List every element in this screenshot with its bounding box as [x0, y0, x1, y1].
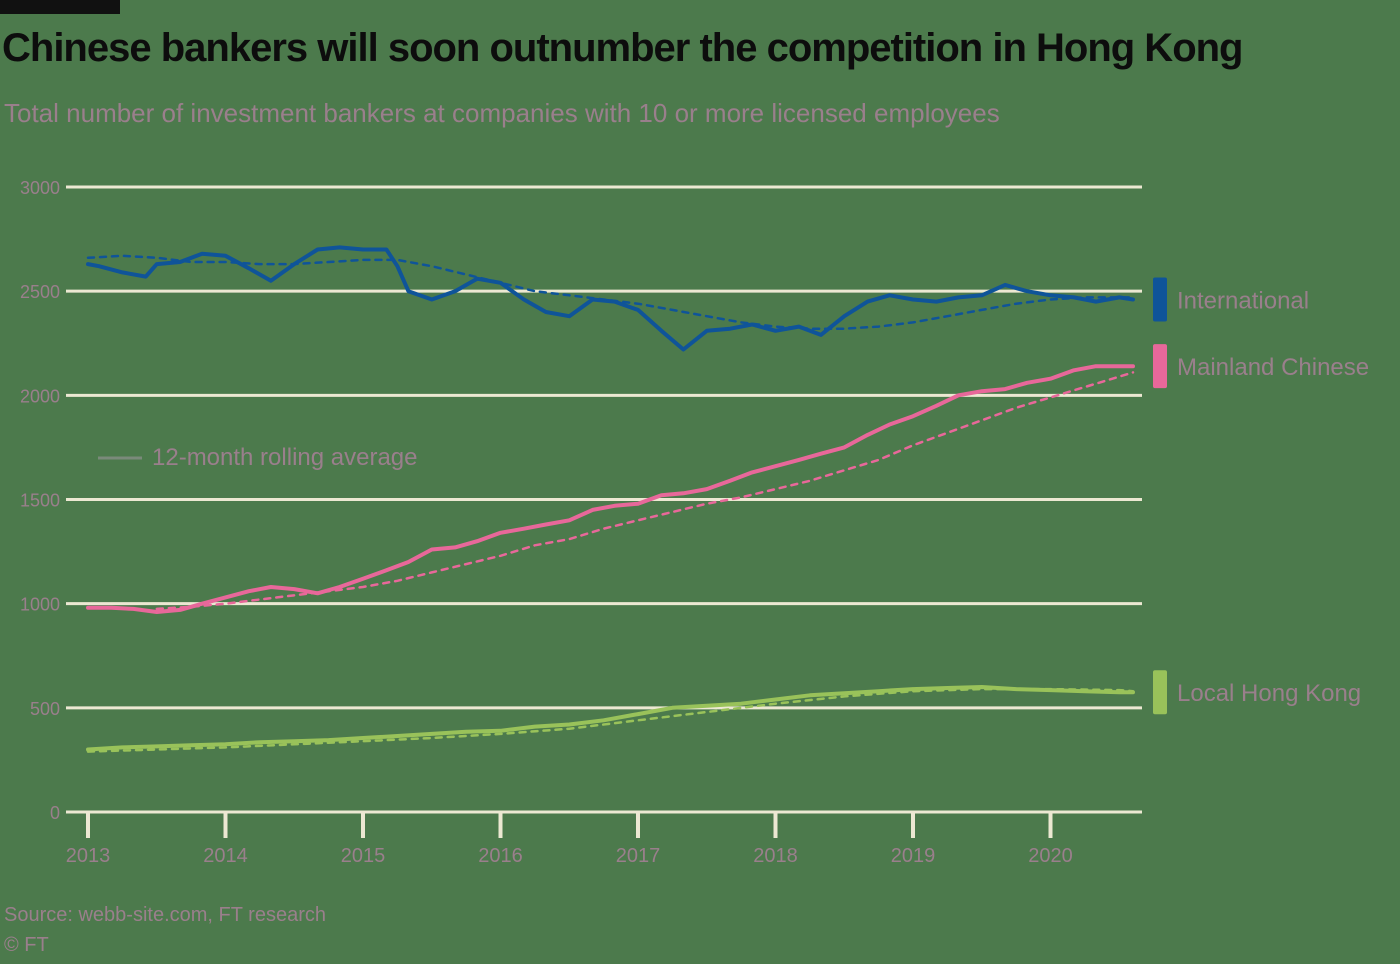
y-tick-label: 2500 [20, 282, 60, 302]
series-end-marker [1153, 277, 1167, 322]
chart-title: Chinese bankers will soon outnumber the … [2, 26, 1244, 70]
source-note: Source: webb-site.com, FT research [4, 904, 326, 926]
chart-subtitle: Total number of investment bankers at co… [4, 98, 1000, 128]
rolling-average-line [155, 371, 1135, 611]
x-tick-label: 2020 [1028, 845, 1073, 867]
top-accent-bar [0, 0, 120, 14]
copyright-note: © FT [4, 934, 49, 956]
y-tick-label: 500 [30, 699, 60, 719]
y-tick-label: 0 [50, 803, 60, 823]
series-end-label: Mainland Chinese [1177, 354, 1369, 381]
series-end-marker [1153, 670, 1167, 715]
x-tick-label: 2018 [753, 845, 798, 867]
series-line [86, 245, 1135, 352]
x-tick-label: 2013 [66, 845, 111, 867]
series-end-label: Local Hong Kong [1177, 680, 1361, 707]
y-tick-label: 2000 [20, 386, 60, 406]
legend-label: 12-month rolling average [152, 444, 418, 471]
y-tick-label: 1500 [20, 491, 60, 511]
x-tick-label: 2016 [478, 845, 523, 867]
x-tick-label: 2015 [341, 845, 386, 867]
series-line [86, 364, 1135, 614]
series-end-marker [1153, 344, 1167, 389]
y-tick-label: 1000 [20, 595, 60, 615]
rolling-average-line [86, 687, 1135, 753]
x-tick-label: 2017 [616, 845, 661, 867]
x-tick-label: 2014 [203, 845, 248, 867]
series-line [86, 685, 1135, 752]
y-tick-label: 3000 [20, 178, 60, 198]
x-tick-label: 2019 [891, 845, 936, 867]
series-end-label: International [1177, 288, 1309, 315]
